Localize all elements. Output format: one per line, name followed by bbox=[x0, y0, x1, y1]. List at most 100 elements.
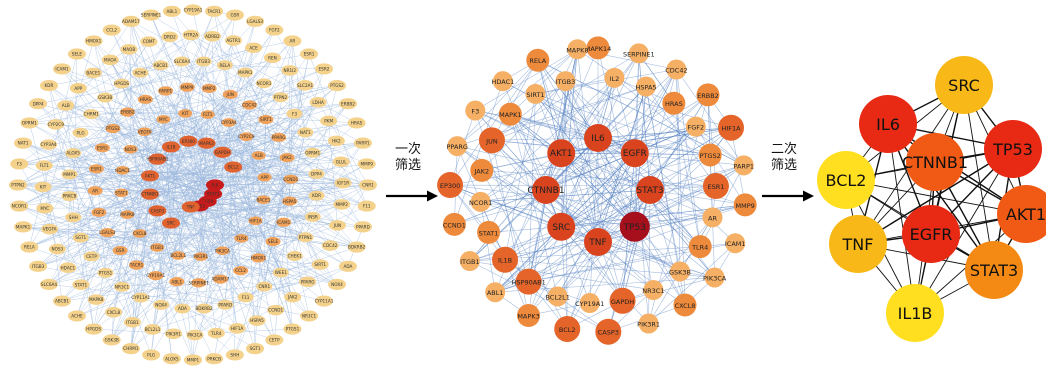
node-label: GAPDH bbox=[215, 150, 230, 155]
node-circle bbox=[272, 267, 289, 278]
edge bbox=[653, 217, 713, 291]
edge bbox=[222, 222, 284, 251]
node-label: WEE1 bbox=[275, 270, 287, 275]
node-label: IL6 bbox=[591, 134, 605, 144]
node-circle bbox=[205, 5, 224, 17]
network-node: HIF1A bbox=[248, 216, 263, 226]
node-label: LGALS3 bbox=[247, 19, 263, 24]
network-node: ESR2 bbox=[94, 143, 110, 153]
arrow-2-label-line2: 筛选 bbox=[770, 158, 797, 173]
network-node: SLC6A4 bbox=[174, 56, 190, 67]
node-circle bbox=[283, 174, 299, 184]
node-circle bbox=[153, 299, 170, 310]
node-circle bbox=[41, 223, 59, 235]
node-circle bbox=[72, 232, 89, 243]
edge bbox=[157, 247, 215, 359]
node-circle bbox=[718, 114, 745, 141]
node-circle bbox=[184, 354, 202, 366]
node-circle bbox=[300, 310, 319, 322]
network-node: HIF1A bbox=[228, 323, 246, 334]
network-node: TACR1 bbox=[129, 260, 145, 270]
node-label: AKT1 bbox=[145, 173, 156, 178]
edge bbox=[845, 179, 1027, 215]
node-circle bbox=[547, 286, 568, 307]
node-circle bbox=[171, 251, 186, 260]
node-label: ACHE bbox=[135, 70, 147, 75]
network-node: EP300 bbox=[179, 135, 198, 147]
node-circle bbox=[470, 158, 494, 182]
node-label: TNF bbox=[842, 235, 874, 254]
node-circle bbox=[579, 293, 600, 314]
edge bbox=[96, 140, 337, 300]
node-circle bbox=[129, 260, 145, 270]
node-label: AKT1 bbox=[550, 149, 573, 159]
node-circle bbox=[207, 327, 225, 339]
edge bbox=[48, 85, 214, 195]
network-node: PLG bbox=[72, 127, 89, 138]
edge bbox=[48, 177, 265, 285]
edge bbox=[199, 205, 308, 282]
edge bbox=[19, 205, 256, 349]
node-label: PPARG bbox=[272, 135, 286, 140]
network-node: SGT1 bbox=[72, 232, 89, 243]
node-circle bbox=[498, 102, 522, 126]
node-label: FGF2 bbox=[687, 124, 704, 132]
node-circle bbox=[437, 172, 464, 199]
edge bbox=[454, 154, 711, 225]
node-label: FLT1 bbox=[40, 163, 50, 168]
node-circle bbox=[87, 294, 105, 305]
node-circle bbox=[97, 92, 114, 103]
network-node: TACR1 bbox=[205, 5, 224, 17]
node-circle bbox=[39, 80, 58, 92]
edge bbox=[645, 86, 681, 272]
edge bbox=[48, 146, 172, 285]
network-node: NOS3 bbox=[123, 144, 138, 154]
edge bbox=[112, 128, 208, 202]
node-circle bbox=[239, 132, 254, 141]
network-node: HMOX1 bbox=[84, 35, 103, 47]
network-node: OPRM1 bbox=[20, 117, 39, 129]
network-node: SERPINE1 bbox=[623, 43, 655, 64]
node-circle bbox=[662, 91, 686, 115]
network-node: TNF bbox=[181, 201, 200, 213]
network-node: NR3C1 bbox=[114, 281, 131, 292]
node-circle bbox=[237, 67, 254, 78]
network-node: PKM bbox=[320, 115, 338, 127]
node-label: AR bbox=[92, 188, 98, 193]
node-circle bbox=[224, 161, 243, 173]
node-circle bbox=[222, 89, 238, 100]
network-node: CASP3 bbox=[595, 318, 622, 345]
edge bbox=[157, 210, 183, 309]
network-node: FGF2 bbox=[265, 24, 284, 36]
node-label: NOX4 bbox=[155, 302, 167, 307]
network-node: ITGB1 bbox=[123, 316, 141, 328]
node-label: HDAC1 bbox=[61, 265, 76, 270]
edge bbox=[649, 189, 686, 306]
network-node: HIF1A bbox=[718, 114, 745, 141]
edge bbox=[111, 214, 128, 340]
node-circle bbox=[300, 48, 319, 60]
network-node: FLT1 bbox=[200, 110, 215, 119]
node-label: CYP3A4 bbox=[221, 120, 237, 125]
net1-nodes: CNR1 F11 PPARD BDKRB2 ADA NOX4 CYP11A1 NR3C1 PTG… bbox=[9, 4, 377, 366]
node-label: PTPN2 bbox=[274, 95, 288, 100]
node-circle bbox=[221, 118, 236, 127]
edge bbox=[233, 166, 331, 246]
node-label: SERPINE1 bbox=[189, 280, 210, 285]
node-label: FGF2 bbox=[269, 28, 280, 33]
edge bbox=[222, 152, 293, 330]
node-circle bbox=[638, 313, 659, 334]
network-node: NOX4 bbox=[328, 278, 347, 290]
node-circle bbox=[567, 39, 588, 60]
edge bbox=[120, 250, 321, 265]
network-node: TP53 bbox=[619, 211, 650, 242]
network-node: CETP bbox=[83, 251, 100, 262]
network-node: GSR bbox=[112, 245, 128, 256]
node-circle bbox=[595, 318, 622, 345]
edge bbox=[111, 29, 200, 207]
edge bbox=[597, 204, 746, 243]
node-label: FGF2 bbox=[94, 210, 105, 215]
network-node: SRC bbox=[547, 212, 576, 241]
edge bbox=[475, 110, 547, 191]
edge bbox=[121, 14, 236, 193]
